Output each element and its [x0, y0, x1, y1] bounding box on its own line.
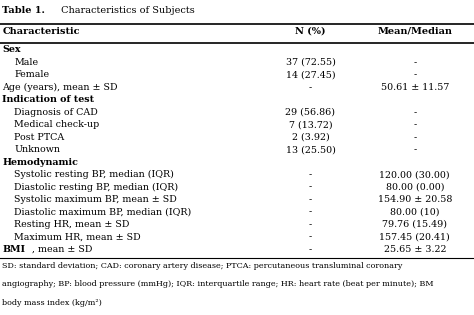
Text: N (%): N (%): [295, 27, 326, 36]
Text: 79.76 (15.49): 79.76 (15.49): [382, 220, 447, 229]
Text: Systolic maximum BP, mean ± SD: Systolic maximum BP, mean ± SD: [14, 195, 177, 204]
Text: 25.65 ± 3.22: 25.65 ± 3.22: [383, 245, 446, 254]
Text: Characteristic: Characteristic: [2, 27, 80, 36]
Text: SD: standard deviation; CAD: coronary artery disease; PTCA: percutaneous translu: SD: standard deviation; CAD: coronary ar…: [2, 262, 403, 270]
Text: 13 (25.50): 13 (25.50): [285, 145, 336, 154]
Text: 120.00 (30.00): 120.00 (30.00): [380, 170, 450, 179]
Text: Age (years), mean ± SD: Age (years), mean ± SD: [2, 83, 118, 92]
Text: Post PTCA: Post PTCA: [14, 133, 64, 142]
Text: 50.61 ± 11.57: 50.61 ± 11.57: [381, 83, 449, 92]
Text: Indication of test: Indication of test: [2, 95, 94, 104]
Text: -: -: [309, 232, 312, 241]
Text: -: -: [309, 245, 312, 254]
Text: BMI: BMI: [2, 245, 26, 254]
Text: -: -: [413, 70, 416, 79]
Text: Diastolic resting BP, median (IQR): Diastolic resting BP, median (IQR): [14, 182, 178, 192]
Text: 80.00 (10): 80.00 (10): [390, 208, 439, 216]
Text: 14 (27.45): 14 (27.45): [286, 70, 335, 79]
Text: 80.00 (0.00): 80.00 (0.00): [385, 182, 444, 192]
Text: angiography; BP: blood pressure (mmHg); IQR: interquartile range; HR: heart rate: angiography; BP: blood pressure (mmHg); …: [2, 280, 434, 288]
Text: -: -: [413, 120, 416, 129]
Text: -: -: [413, 58, 416, 67]
Text: body mass index (kg/m²): body mass index (kg/m²): [2, 299, 102, 306]
Text: 37 (72.55): 37 (72.55): [285, 58, 336, 67]
Text: -: -: [413, 133, 416, 142]
Text: 29 (56.86): 29 (56.86): [285, 108, 336, 117]
Text: -: -: [309, 220, 312, 229]
Text: , mean ± SD: , mean ± SD: [32, 245, 92, 254]
Text: -: -: [309, 208, 312, 216]
Text: Unknown: Unknown: [14, 145, 60, 154]
Text: 154.90 ± 20.58: 154.90 ± 20.58: [378, 195, 452, 204]
Text: Resting HR, mean ± SD: Resting HR, mean ± SD: [14, 220, 129, 229]
Text: -: -: [309, 195, 312, 204]
Text: -: -: [309, 83, 312, 92]
Text: Female: Female: [14, 70, 49, 79]
Text: Mean/Median: Mean/Median: [377, 27, 452, 36]
Text: Maximum HR, mean ± SD: Maximum HR, mean ± SD: [14, 232, 141, 241]
Text: Male: Male: [14, 58, 38, 67]
Text: Sex: Sex: [2, 45, 21, 54]
Text: -: -: [309, 182, 312, 192]
Text: Systolic resting BP, median (IQR): Systolic resting BP, median (IQR): [14, 170, 174, 179]
Text: -: -: [413, 145, 416, 154]
Text: Characteristics of Subjects: Characteristics of Subjects: [58, 6, 194, 15]
Text: 7 (13.72): 7 (13.72): [289, 120, 332, 129]
Text: Medical check-up: Medical check-up: [14, 120, 100, 129]
Text: Hemodynamic: Hemodynamic: [2, 158, 78, 167]
Text: -: -: [413, 108, 416, 117]
Text: Diastolic maximum BP, median (IQR): Diastolic maximum BP, median (IQR): [14, 208, 191, 216]
Text: Table 1.: Table 1.: [2, 6, 45, 15]
Text: 157.45 (20.41): 157.45 (20.41): [379, 232, 450, 241]
Text: 2 (3.92): 2 (3.92): [292, 133, 329, 142]
Text: Diagnosis of CAD: Diagnosis of CAD: [14, 108, 98, 117]
Text: -: -: [309, 170, 312, 179]
